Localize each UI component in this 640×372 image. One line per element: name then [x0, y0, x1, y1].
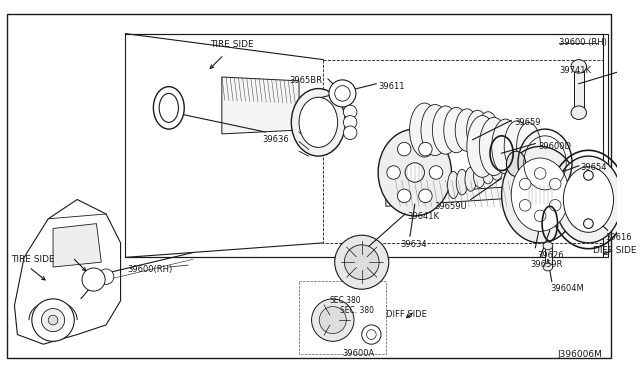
Bar	[323, 60, 603, 243]
Circle shape	[329, 80, 356, 107]
Text: J396006M: J396006M	[557, 350, 602, 359]
Circle shape	[429, 166, 443, 179]
Text: 39636: 39636	[262, 135, 289, 144]
Text: 39634: 39634	[400, 240, 427, 249]
Text: SEC. 380: SEC. 380	[340, 306, 374, 315]
Text: 39600(RH): 39600(RH)	[127, 265, 173, 274]
Text: 39611: 39611	[378, 82, 404, 91]
Polygon shape	[15, 199, 120, 344]
Ellipse shape	[410, 103, 439, 157]
Circle shape	[405, 163, 424, 182]
Ellipse shape	[154, 87, 184, 129]
Polygon shape	[545, 246, 552, 267]
Circle shape	[335, 86, 350, 101]
Ellipse shape	[447, 171, 459, 199]
Ellipse shape	[504, 121, 530, 172]
Ellipse shape	[491, 161, 502, 180]
Ellipse shape	[467, 110, 488, 150]
Ellipse shape	[444, 108, 468, 153]
Ellipse shape	[299, 97, 338, 147]
Text: 39626: 39626	[538, 251, 564, 260]
Text: 39641K: 39641K	[407, 212, 439, 221]
Ellipse shape	[319, 307, 346, 334]
Ellipse shape	[571, 106, 586, 119]
Ellipse shape	[474, 165, 485, 187]
Circle shape	[419, 189, 432, 203]
Text: 39604M: 39604M	[550, 284, 584, 294]
Ellipse shape	[291, 89, 346, 156]
Text: 39659R: 39659R	[531, 260, 563, 269]
Circle shape	[344, 105, 357, 119]
Circle shape	[584, 219, 593, 228]
Circle shape	[32, 299, 74, 341]
Ellipse shape	[543, 242, 553, 250]
Text: 39600 (RH): 39600 (RH)	[559, 38, 607, 47]
Ellipse shape	[344, 245, 379, 280]
Ellipse shape	[421, 105, 449, 155]
Ellipse shape	[312, 299, 354, 341]
Circle shape	[519, 178, 531, 190]
Circle shape	[549, 199, 561, 211]
Text: DIFF SIDE: DIFF SIDE	[593, 246, 637, 255]
Ellipse shape	[465, 167, 477, 191]
Circle shape	[534, 168, 546, 179]
Polygon shape	[222, 77, 299, 134]
Text: 39600A: 39600A	[342, 349, 374, 358]
Circle shape	[584, 171, 593, 180]
Circle shape	[519, 199, 531, 211]
Ellipse shape	[335, 235, 388, 289]
Ellipse shape	[483, 163, 494, 184]
Polygon shape	[386, 180, 612, 206]
Circle shape	[534, 210, 546, 222]
Text: TIRE SIDE: TIRE SIDE	[211, 40, 254, 49]
Circle shape	[397, 189, 411, 203]
Polygon shape	[574, 66, 584, 113]
Ellipse shape	[511, 158, 569, 231]
Text: 39741K: 39741K	[559, 66, 591, 76]
Ellipse shape	[479, 117, 508, 176]
Ellipse shape	[563, 167, 614, 232]
Circle shape	[99, 269, 114, 284]
Text: 39616: 39616	[606, 233, 632, 242]
Ellipse shape	[467, 116, 498, 177]
Ellipse shape	[478, 112, 498, 148]
Circle shape	[397, 142, 411, 156]
Ellipse shape	[433, 106, 459, 154]
Ellipse shape	[456, 169, 468, 195]
Circle shape	[344, 126, 357, 140]
Text: TIRE SIDE: TIRE SIDE	[12, 256, 55, 264]
Circle shape	[48, 315, 58, 325]
Ellipse shape	[516, 122, 541, 170]
Bar	[299, 282, 386, 354]
Bar	[125, 33, 608, 257]
Text: DIFF SIDE: DIFF SIDE	[386, 311, 427, 320]
Ellipse shape	[159, 93, 179, 122]
Circle shape	[344, 116, 357, 129]
Polygon shape	[53, 224, 101, 267]
Text: 39659U: 39659U	[435, 202, 467, 211]
Ellipse shape	[571, 60, 586, 73]
Ellipse shape	[492, 119, 519, 174]
Ellipse shape	[506, 151, 525, 176]
Circle shape	[42, 308, 65, 332]
Ellipse shape	[543, 263, 553, 271]
Text: 3965BR: 3965BR	[289, 76, 323, 85]
Ellipse shape	[82, 268, 105, 291]
Ellipse shape	[502, 147, 579, 243]
Ellipse shape	[455, 109, 479, 151]
Ellipse shape	[378, 129, 451, 216]
Circle shape	[362, 325, 381, 344]
Ellipse shape	[555, 156, 622, 243]
Circle shape	[419, 142, 432, 156]
Text: 39659: 39659	[514, 118, 541, 126]
Text: 39600D: 39600D	[538, 142, 572, 151]
Circle shape	[387, 166, 400, 179]
Text: 39654: 39654	[580, 163, 607, 172]
Text: SEC.380: SEC.380	[330, 296, 362, 305]
Circle shape	[367, 330, 376, 339]
Circle shape	[549, 178, 561, 190]
